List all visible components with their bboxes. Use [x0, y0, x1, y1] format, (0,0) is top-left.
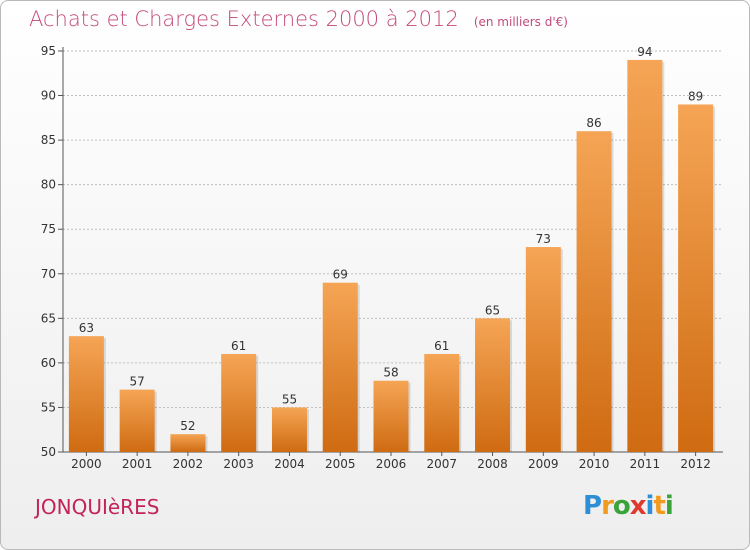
bar-2001: [119, 389, 155, 452]
logo-letter: i: [664, 491, 674, 521]
bar-2012: [678, 104, 714, 452]
data-label: 55: [282, 392, 297, 406]
y-tick-label: 85: [41, 133, 56, 147]
bar-2010: [576, 131, 612, 452]
data-label: 89: [688, 89, 703, 103]
data-label: 61: [231, 339, 246, 353]
bar-2003: [221, 353, 257, 452]
commune-name: JONQUIèRES: [35, 495, 160, 519]
logo-letter: x: [629, 491, 647, 521]
data-label: 65: [485, 303, 500, 317]
data-label: 94: [637, 45, 652, 59]
proxiti-logo[interactable]: Proxiti: [583, 491, 674, 521]
logo-letter: t: [653, 491, 665, 521]
data-label: 52: [180, 419, 195, 433]
x-tick-label: 2005: [325, 457, 356, 471]
labels: 50 55 60 65 70 75 80 85 90 95 63 2000 57 2001 52 2002 61…: [41, 44, 711, 471]
x-tick-label: 2002: [173, 457, 204, 471]
bar-2008: [475, 318, 511, 452]
bar-2007: [424, 353, 460, 452]
y-tick-label: 70: [41, 267, 56, 281]
data-label: 57: [130, 375, 145, 389]
y-tick-label: 50: [41, 445, 56, 459]
y-tick-label: 95: [41, 44, 56, 58]
bar-2009: [525, 247, 561, 452]
chart-unit: (en milliers d'€): [473, 15, 568, 29]
y-tick-label: 55: [41, 400, 56, 414]
bar-2002: [170, 434, 206, 452]
x-tick-label: 2000: [71, 457, 102, 471]
data-label: 73: [536, 232, 551, 246]
logo-letter: r: [601, 491, 614, 521]
chart-title: Achats et Charges Externes 2000 à 2012: [29, 7, 459, 31]
y-tick-label: 80: [41, 178, 56, 192]
data-label: 86: [586, 116, 601, 130]
x-tick-label: 2009: [528, 457, 559, 471]
y-tick-label: 75: [41, 222, 56, 236]
gridlines: [63, 50, 723, 408]
y-tick-label: 65: [41, 311, 56, 325]
logo-letter: i: [645, 491, 655, 521]
y-tick-label: 90: [41, 89, 56, 103]
logo-letter: P: [583, 491, 602, 521]
x-tick-label: 2001: [122, 457, 153, 471]
x-tick-label: 2008: [477, 457, 508, 471]
y-tick-label: 60: [41, 356, 56, 370]
bar-2005: [322, 282, 358, 452]
x-tick-label: 2004: [274, 457, 305, 471]
bar-2004: [271, 407, 307, 452]
bar-2011: [627, 59, 663, 453]
bars: [68, 59, 716, 453]
x-tick-label: 2007: [426, 457, 457, 471]
x-tick-label: 2012: [680, 457, 711, 471]
x-tick-label: 2003: [223, 457, 254, 471]
data-label: 61: [434, 339, 449, 353]
x-tick-label: 2011: [630, 457, 661, 471]
logo-letter: o: [612, 491, 631, 521]
x-tick-label: 2006: [376, 457, 407, 471]
x-tick-label: 2010: [579, 457, 610, 471]
bar-2006: [373, 380, 409, 452]
data-label: 58: [383, 366, 398, 380]
chart-title-block: Achats et Charges Externes 2000 à 2012 (…: [29, 7, 568, 31]
bar-2000: [68, 336, 104, 452]
data-label: 69: [333, 268, 348, 282]
data-label: 63: [79, 321, 94, 335]
